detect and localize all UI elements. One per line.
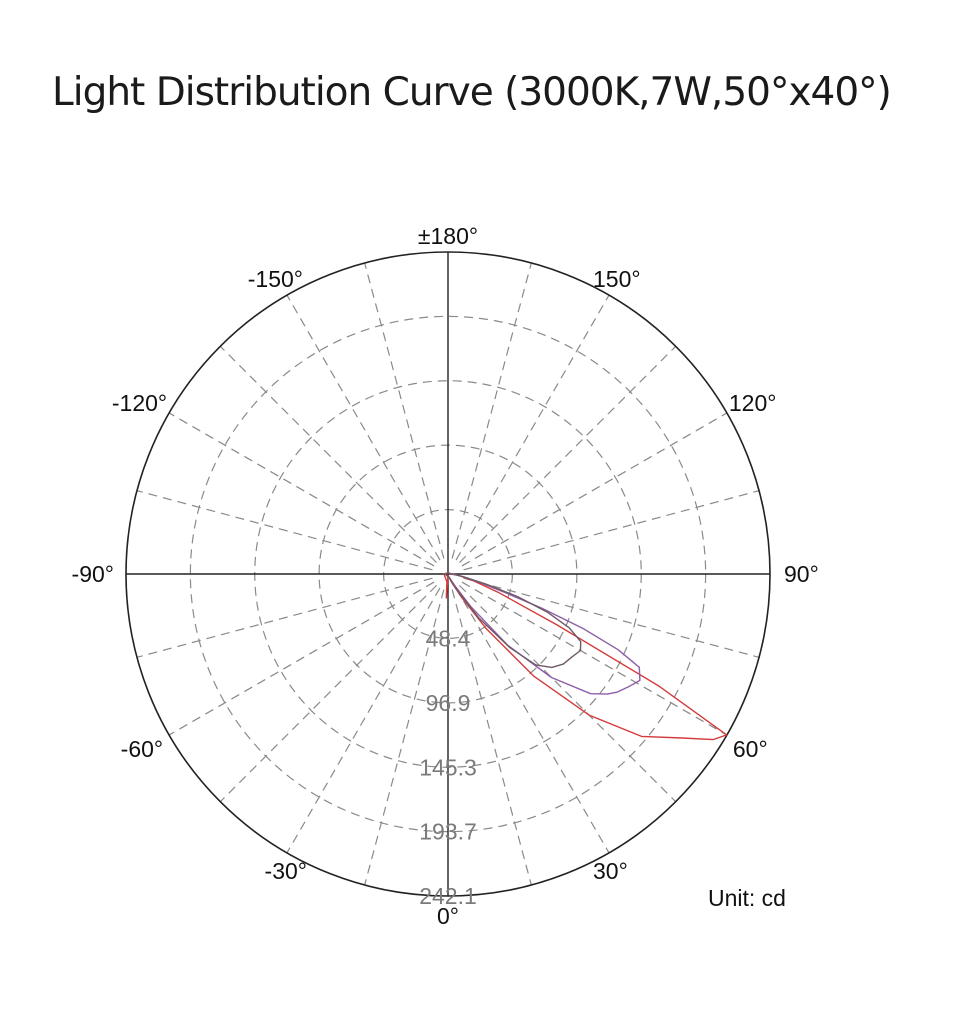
angle-label: ±180° [418, 223, 478, 249]
grid-spoke [458, 584, 677, 803]
radial-label: 145.3 [419, 754, 477, 780]
angle-label: -120° [112, 390, 167, 416]
grid-spoke [463, 577, 760, 658]
grid-spoke [219, 584, 438, 803]
angle-label: -150° [248, 266, 303, 292]
radial-label: 96.9 [426, 690, 471, 716]
angle-label: 90° [784, 561, 819, 587]
angle-label: 0° [437, 903, 459, 929]
grid-spoke [451, 262, 532, 559]
grid-spoke [168, 412, 435, 567]
grid-spoke [461, 412, 728, 567]
angle-label: -30° [265, 858, 307, 884]
chart-title: Light Distribution Curve (3000K,7W,50°x4… [52, 70, 892, 115]
angle-label: -90° [72, 561, 114, 587]
grid-spoke [364, 589, 445, 886]
angle-label: 60° [733, 736, 768, 762]
grid-spoke [219, 345, 438, 564]
grid-spoke [451, 589, 532, 886]
grid-spoke [136, 490, 433, 571]
angle-label: 30° [593, 858, 628, 884]
grid-spoke [455, 294, 610, 561]
outer-ring [125, 251, 771, 897]
radial-label: 242.1 [419, 883, 477, 909]
angle-label: -60° [121, 736, 163, 762]
series-curve-1 [443, 572, 728, 741]
angle-label: 150° [593, 266, 641, 292]
grid-spoke [461, 581, 728, 736]
radial-label: 193.7 [419, 819, 477, 845]
grid-spoke [458, 345, 677, 564]
series-curve-3 [444, 572, 582, 669]
grid-spoke [286, 294, 441, 561]
grid-spoke [136, 577, 433, 658]
radial-labels: 48.4 96.9 145.3 193.7 242.1 [419, 625, 477, 909]
polar-axes [125, 251, 771, 897]
unit-label: Unit: cd [708, 885, 786, 911]
grid-spoke [364, 262, 445, 559]
grid-spoke [286, 587, 441, 854]
series-curve-2 [444, 572, 641, 695]
grid-spoke [168, 581, 435, 736]
series-curves [443, 572, 728, 741]
grid-spoke [463, 490, 760, 571]
grid-spoke [455, 587, 610, 854]
angle-labels: ±180° -150° 150° -120° 120° -90° 90° -60° 60° -30… [72, 223, 819, 929]
radial-label: 48.4 [426, 625, 471, 651]
angle-label: 120° [729, 390, 777, 416]
